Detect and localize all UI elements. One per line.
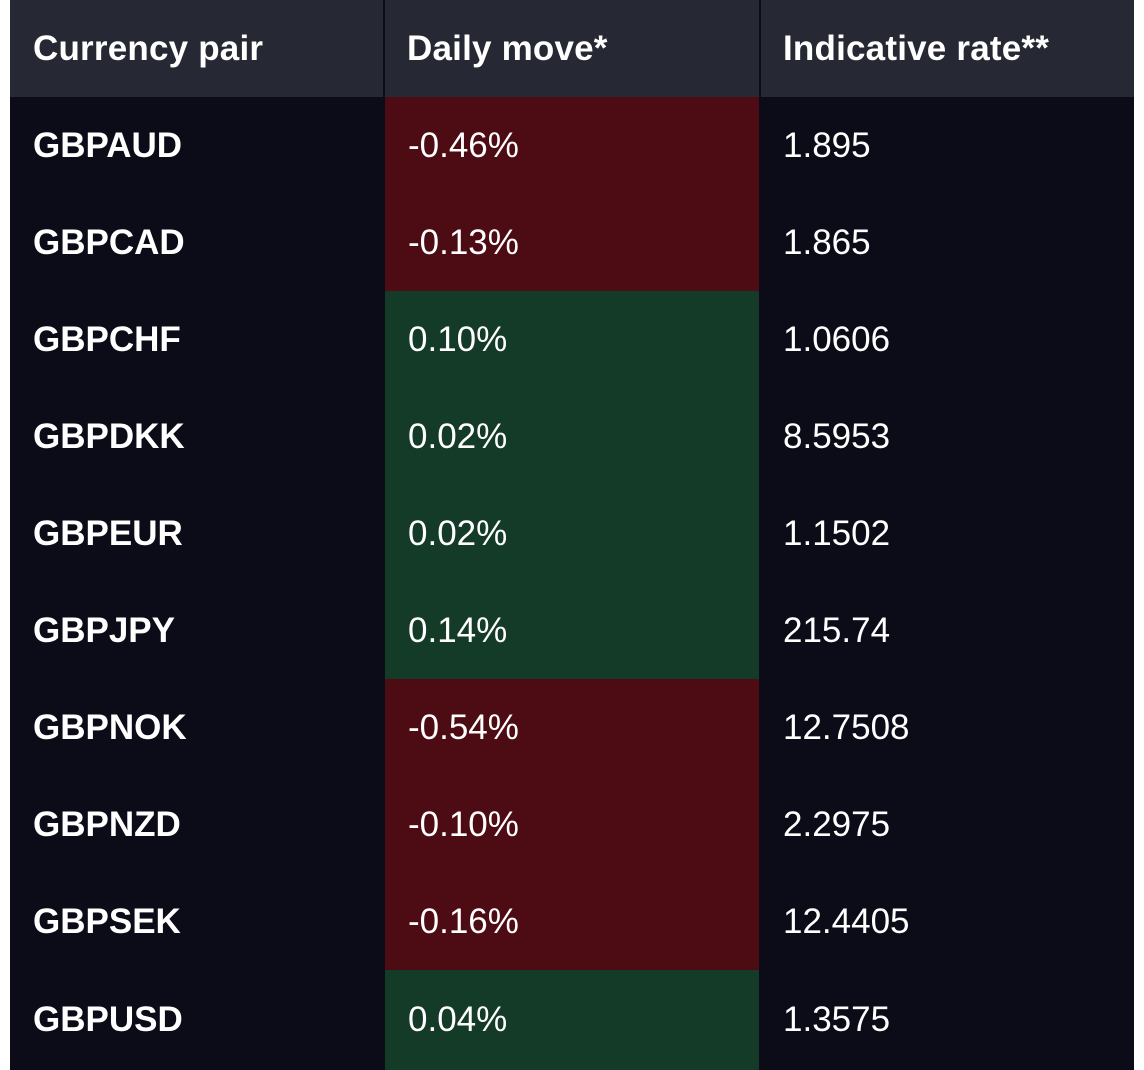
indicative-rate-cell: 1.895 [783, 125, 871, 165]
currency-pair-cell: GBPJPY [33, 610, 175, 650]
daily-move-cell: -0.13% [385, 194, 759, 291]
table-row: GBPNOK -0.54% 12.7508 [10, 679, 1134, 776]
currency-pair-cell: GBPEUR [33, 513, 183, 553]
currency-pair-cell: GBPDKK [33, 416, 185, 456]
daily-move-cell: -0.46% [385, 97, 759, 194]
table-row: GBPCHF 0.10% 1.0606 [10, 291, 1134, 388]
column-header-indicative-rate: Indicative rate** [783, 28, 1050, 68]
column-header-daily-move: Daily move* [407, 28, 608, 68]
currency-pair-cell: GBPCHF [33, 319, 181, 359]
daily-move-cell: 0.14% [385, 582, 759, 679]
daily-move-cell: -0.10% [385, 776, 759, 873]
table-row: GBPJPY 0.14% 215.74 [10, 582, 1134, 679]
table-header: Currency pair Daily move* Indicative rat… [10, 0, 1134, 97]
daily-move-cell: 0.02% [385, 485, 759, 582]
indicative-rate-cell: 12.7508 [783, 707, 910, 747]
currency-pair-cell: GBPAUD [33, 125, 183, 165]
indicative-rate-cell: 1.865 [783, 222, 871, 262]
indicative-rate-cell: 12.4405 [783, 901, 910, 941]
indicative-rate-cell: 1.1502 [783, 513, 891, 553]
currency-pair-cell: GBPUSD [33, 1000, 183, 1039]
currency-pair-cell: GBPNZD [33, 804, 181, 844]
table-row: GBPDKK 0.02% 8.5953 [10, 388, 1134, 485]
table-row: GBPSEK -0.16% 12.4405 [10, 873, 1134, 970]
table-row: GBPNZD -0.10% 2.2975 [10, 776, 1134, 873]
daily-move-cell: -0.16% [385, 873, 759, 970]
table-row: GBPAUD -0.46% 1.895 [10, 97, 1134, 194]
indicative-rate-cell: 2.2975 [783, 804, 891, 844]
column-header-currency-pair: Currency pair [33, 28, 264, 68]
daily-move-cell: -0.54% [385, 679, 759, 776]
daily-move-cell: 0.02% [385, 388, 759, 485]
indicative-rate-cell: 1.3575 [783, 1000, 891, 1039]
daily-move-cell: 0.04% [385, 970, 759, 1070]
table-row: GBPUSD 0.04% 1.3575 [10, 970, 1134, 1070]
indicative-rate-cell: 1.0606 [783, 319, 891, 359]
table-row: GBPCAD -0.13% 1.865 [10, 194, 1134, 291]
column-divider [759, 0, 761, 97]
currency-pair-cell: GBPSEK [33, 901, 181, 941]
currency-pair-cell: GBPNOK [33, 707, 187, 747]
daily-move-cell: 0.10% [385, 291, 759, 388]
indicative-rate-cell: 215.74 [783, 610, 891, 650]
fx-rates-table: Currency pair Daily move* Indicative rat… [10, 0, 1134, 1070]
table-row: GBPEUR 0.02% 1.1502 [10, 485, 1134, 582]
column-divider [383, 0, 385, 97]
indicative-rate-cell: 8.5953 [783, 416, 891, 456]
currency-pair-cell: GBPCAD [33, 222, 185, 262]
